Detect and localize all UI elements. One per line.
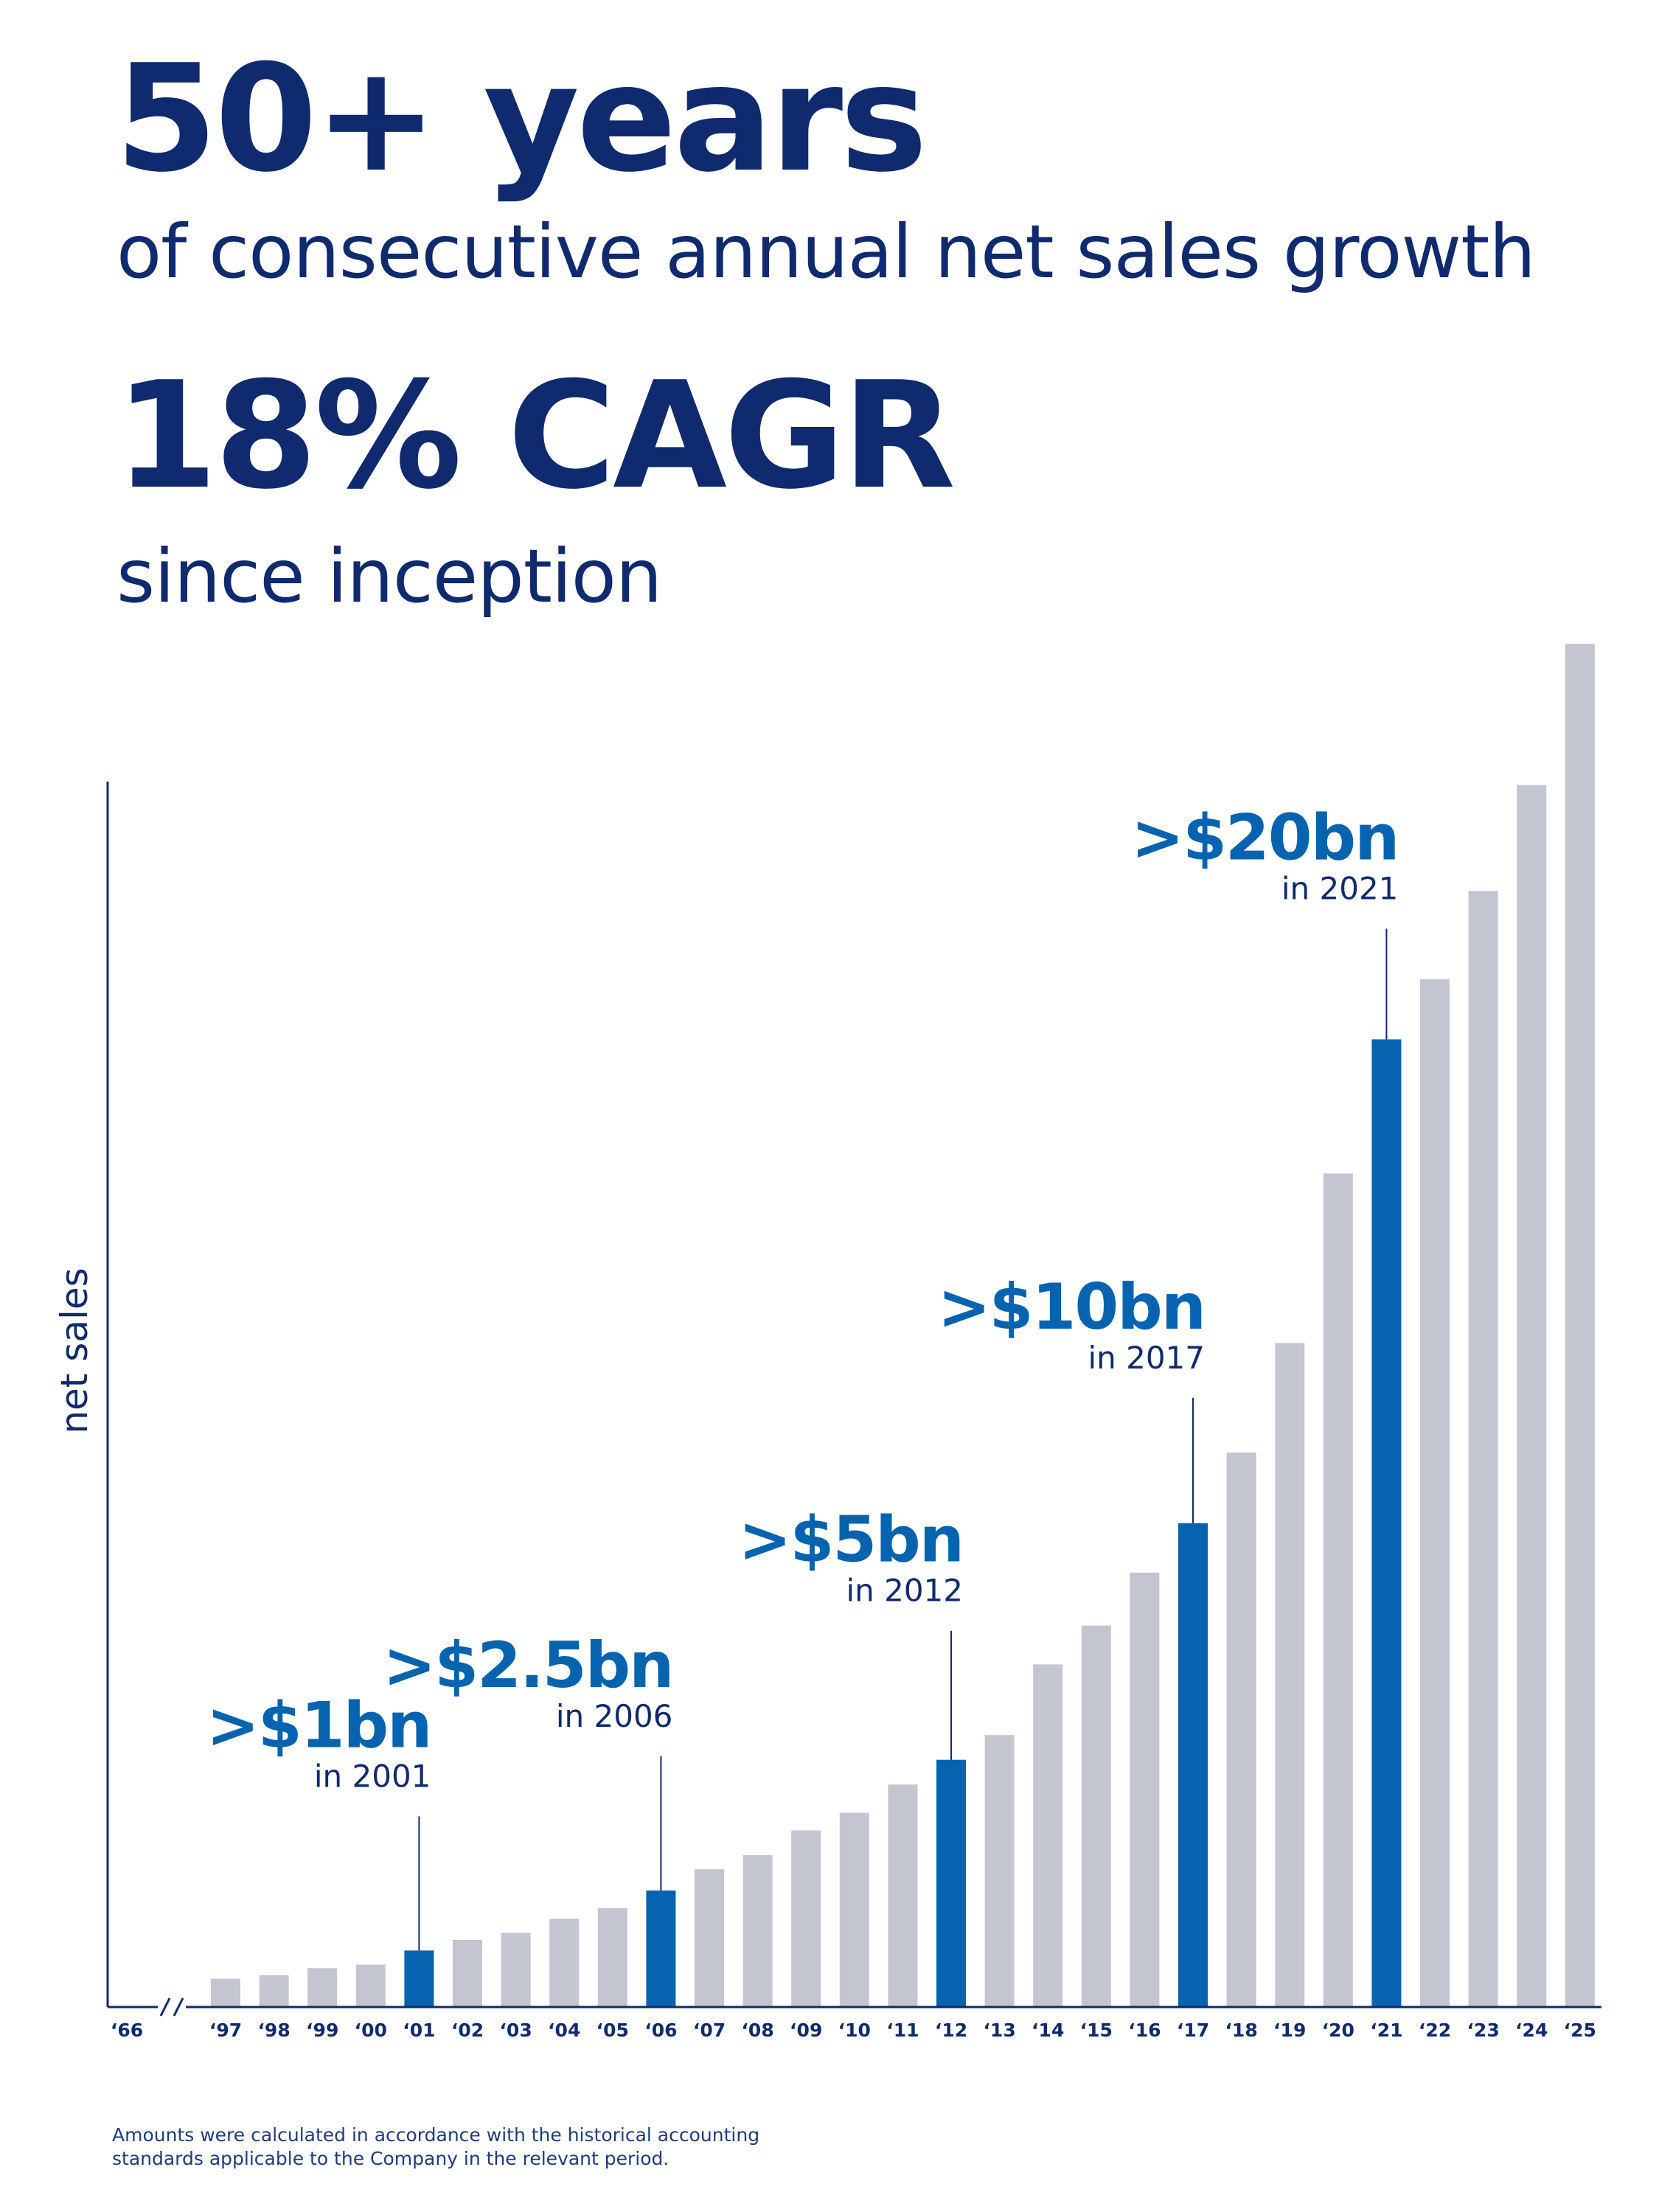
tick-label-22: ‘22 xyxy=(1419,2020,1451,2041)
bar-01 xyxy=(404,1950,434,2007)
bar-98 xyxy=(259,1975,289,2007)
annotation-value-01: >$1bn xyxy=(206,1688,431,1762)
tick-label-15: ‘15 xyxy=(1080,2020,1113,2041)
tick-label-13: ‘13 xyxy=(983,2020,1015,2041)
tick-label-11: ‘11 xyxy=(886,2020,919,2041)
tick-label-66: ‘66 xyxy=(111,2020,143,2041)
tick-label-99: ‘99 xyxy=(306,2020,338,2041)
annotation-year-01: in 2001 xyxy=(314,1758,431,1794)
tick-label-25: ‘25 xyxy=(1564,2020,1596,2041)
tick-label-16: ‘16 xyxy=(1128,2020,1161,2041)
tick-label-98: ‘98 xyxy=(257,2020,290,2041)
tick-label-23: ‘23 xyxy=(1467,2020,1499,2041)
bar-19 xyxy=(1275,1343,1305,2007)
annotation-value-06: >$2.5bn xyxy=(383,1629,672,1703)
bar-24 xyxy=(1517,785,1547,2007)
bar-14 xyxy=(1033,1664,1063,2007)
tick-label-21: ‘21 xyxy=(1370,2020,1402,2041)
tick-label-20: ‘20 xyxy=(1322,2020,1354,2041)
footnote: Amounts were calculated in accordance wi… xyxy=(112,2124,759,2171)
tick-label-97: ‘97 xyxy=(209,2020,242,2041)
tick-label-04: ‘04 xyxy=(548,2020,580,2041)
headline-years: 50+ years xyxy=(115,33,928,205)
bar-06 xyxy=(646,1890,676,2007)
tick-label-03: ‘03 xyxy=(499,2020,532,2041)
tick-label-24: ‘24 xyxy=(1515,2020,1548,2041)
bar-08 xyxy=(742,1855,773,2007)
headline-cagr: 18% CAGR xyxy=(115,350,956,522)
annotation-value-21: >$20bn xyxy=(1131,801,1398,875)
axis-break-icon xyxy=(159,1997,184,2017)
tick-label-05: ‘05 xyxy=(597,2020,629,2041)
annotation-year-17: in 2017 xyxy=(1088,1340,1205,1376)
annotation-year-06: in 2006 xyxy=(556,1698,673,1734)
footnote-line-1: Amounts were calculated in accordance wi… xyxy=(112,2124,760,2146)
bar-09 xyxy=(791,1830,821,2007)
tick-label-17: ‘17 xyxy=(1177,2020,1209,2041)
tick-label-10: ‘10 xyxy=(838,2020,871,2041)
tick-label-12: ‘12 xyxy=(935,2020,967,2041)
tick-label-07: ‘07 xyxy=(693,2020,726,2041)
bar-13 xyxy=(984,1735,1015,2007)
net-sales-bar-chart: in 2001>$1bn in 2006>$2.5bn in 2012>$5bn in… xyxy=(53,644,1601,2041)
annotation-value-17: >$10bn xyxy=(938,1270,1205,1344)
annotation-value-12: >$5bn xyxy=(738,1503,963,1577)
footnote-line-2: standards applicable to the Company in t… xyxy=(112,2148,669,2169)
tick-label-19: ‘19 xyxy=(1273,2020,1306,2041)
bar-21 xyxy=(1371,1039,1402,2007)
bar-05 xyxy=(597,1907,627,2007)
x-tick-labels: ‘97 ‘98 ‘99 ‘00 ‘01 ‘02 ‘03 ‘04 ‘05 ‘06 ‘07 ‘08 ‘09 ‘… xyxy=(209,2020,1596,2041)
bar-12 xyxy=(936,1759,966,2007)
bar-22 xyxy=(1420,979,1450,2007)
bars-layer xyxy=(211,644,1595,2007)
bar-11 xyxy=(888,1784,918,2007)
bar-18 xyxy=(1226,1452,1256,2007)
bar-17 xyxy=(1178,1523,1208,2007)
annotation-year-12: in 2012 xyxy=(846,1573,963,1609)
tick-label-09: ‘09 xyxy=(790,2020,822,2041)
tick-label-00: ‘00 xyxy=(355,2020,387,2041)
annotations-layer: in 2001>$1bn in 2006>$2.5bn in 2012>$5bn in… xyxy=(206,801,1399,1951)
bar-16 xyxy=(1130,1572,1160,2007)
tick-label-08: ‘08 xyxy=(741,2020,773,2041)
tick-label-02: ‘02 xyxy=(451,2020,484,2041)
bar-97 xyxy=(211,1978,240,2007)
bar-20 xyxy=(1323,1173,1353,2007)
bar-07 xyxy=(695,1869,724,2007)
tick-label-06: ‘06 xyxy=(644,2020,677,2041)
bar-15 xyxy=(1081,1625,1111,2007)
bar-04 xyxy=(549,1919,580,2007)
bar-02 xyxy=(453,1939,482,2007)
bar-23 xyxy=(1468,891,1498,2007)
bar-03 xyxy=(501,1933,531,2007)
bar-00 xyxy=(355,1964,386,2007)
headline-subtitle: of consecutive annual net sales growth xyxy=(116,209,1536,295)
bar-10 xyxy=(839,1812,869,2007)
bar-25 xyxy=(1565,644,1595,2007)
headline-cagr-subtitle: since inception xyxy=(116,533,662,619)
annotation-year-21: in 2021 xyxy=(1281,871,1399,907)
y-axis-label: net sales xyxy=(53,1267,96,1433)
bar-99 xyxy=(307,1968,338,2007)
tick-label-18: ‘18 xyxy=(1225,2020,1257,2041)
tick-label-14: ‘14 xyxy=(1032,2020,1064,2041)
tick-label-01: ‘01 xyxy=(403,2020,435,2041)
